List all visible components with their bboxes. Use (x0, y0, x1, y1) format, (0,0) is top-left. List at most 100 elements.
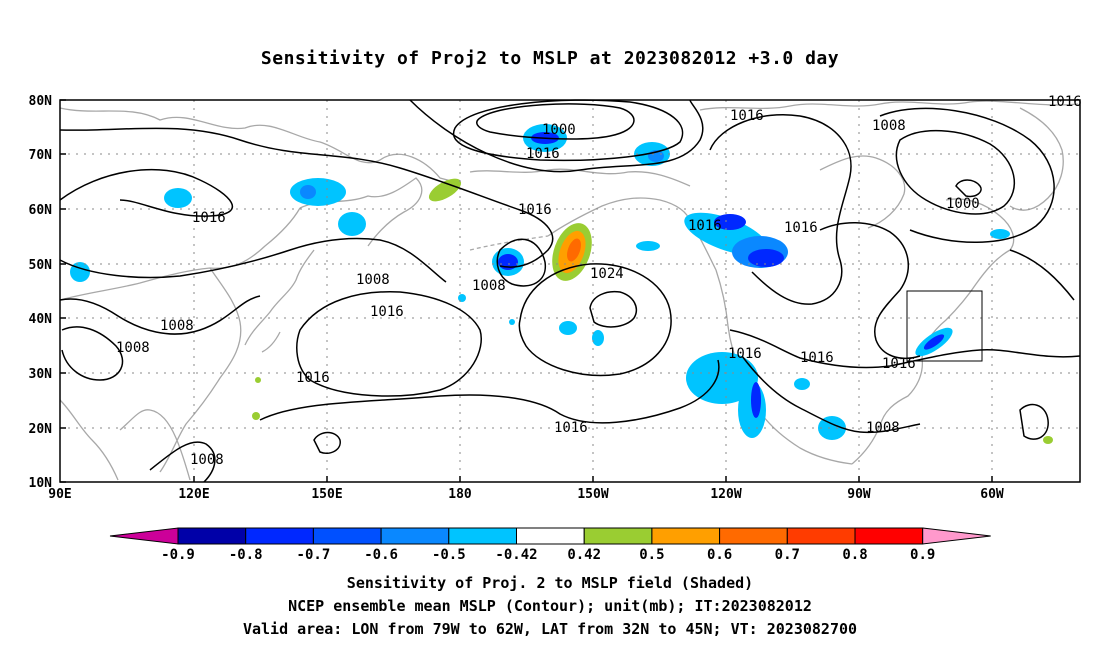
shade-patch (164, 188, 192, 208)
lon-label: 90E (48, 487, 71, 502)
lon-label: 180 (448, 487, 472, 502)
colorbar-label: 0.42 (567, 547, 601, 563)
contour-label: 1016 (800, 350, 834, 366)
axis-ticks (60, 99, 993, 483)
colorbar-box (719, 527, 788, 545)
colorbar-high-triangle (922, 527, 991, 545)
contour-line (476, 103, 635, 140)
contour-line (59, 237, 447, 283)
contour-line (1009, 249, 1075, 301)
contour-line (452, 99, 684, 162)
contour-label: 1008 (356, 272, 390, 288)
coastline-south-asia (59, 399, 191, 481)
coastline-canada (699, 100, 1079, 251)
contour-label: 1016 (730, 108, 764, 124)
contour-line (709, 114, 852, 305)
coastline-alaska (469, 168, 691, 237)
contour-line (313, 431, 341, 454)
contour-line (729, 329, 1081, 369)
coastline-kamchatka (299, 177, 423, 247)
shade-patch (338, 212, 366, 236)
contour-label: 1000 (946, 196, 980, 212)
shade-patch (592, 330, 604, 346)
contour-line (259, 359, 720, 424)
shade-patch (636, 241, 660, 251)
caption-contour: NCEP ensemble mean MSLP (Contour); unit(… (288, 597, 812, 615)
shade-patch (714, 214, 746, 230)
contour-line (518, 263, 672, 377)
shade-patch (255, 377, 261, 383)
colorbar-label: 0.7 (775, 547, 800, 563)
contour-label: 1008 (872, 118, 906, 134)
contour-line (59, 295, 261, 335)
contour-line (61, 326, 124, 381)
shade-patch (509, 319, 515, 325)
shade-patch (300, 185, 316, 199)
longitude-labels: 90E 120E 150E 180 150W 120W 90W 60W (48, 487, 1004, 502)
lat-label: 20N (29, 422, 53, 437)
contour-line (879, 107, 1055, 243)
coastlines (59, 100, 1079, 481)
map-frame (59, 99, 1081, 483)
shade-patch (559, 321, 577, 335)
lon-label: 150W (577, 487, 608, 502)
contour-label: 1016 (192, 210, 226, 226)
colorbar-box (245, 527, 314, 545)
contour-label: 1016 (784, 220, 818, 236)
colorbar-label: -0.7 (297, 547, 331, 563)
contour-line (296, 291, 482, 397)
lat-label: 50N (29, 258, 53, 273)
shade-patch (990, 229, 1010, 239)
coastline-eurasia-north (59, 107, 456, 183)
colorbar-box (651, 527, 721, 545)
contour-line (496, 238, 546, 287)
contour-label: 1016 (296, 370, 330, 386)
shade-patch (686, 352, 758, 404)
contour-line (59, 127, 554, 268)
colorbar-label: 0.5 (639, 547, 664, 563)
colorbar-label: 0.6 (707, 547, 732, 563)
lon-label: 60W (980, 487, 1004, 502)
latitude-labels: 80N 70N 60N 50N 40N 30N 20N 10N (29, 94, 53, 491)
contour-label: 1016 (728, 346, 762, 362)
colorbar-box (448, 527, 517, 545)
colorbar-label: -0.6 (364, 547, 398, 563)
caption-shading: Sensitivity of Proj. 2 to MSLP field (Sh… (346, 574, 754, 592)
contour-line (955, 179, 982, 198)
contour-label: 1016 (370, 304, 404, 320)
lat-label: 40N (29, 312, 53, 327)
colorbar-box (786, 527, 856, 545)
lon-label: 150E (311, 487, 342, 502)
colorbar-labels: -0.9 -0.8 -0.7 -0.6 -0.5 -0.42 0.42 0.5 0.6 0.7 0.… (161, 547, 935, 563)
contour-line (59, 168, 233, 217)
shade-patch (794, 378, 810, 390)
lat-label: 70N (29, 148, 53, 163)
colorbar-box (177, 527, 247, 545)
colorbar-label: -0.9 (161, 547, 195, 563)
contour-label: 1016 (1048, 94, 1082, 110)
contour-line (819, 222, 921, 360)
lon-label: 90W (847, 487, 871, 502)
colorbar-box (312, 527, 382, 545)
colorbar-box (516, 527, 585, 545)
shade-patch (252, 412, 260, 420)
shade-patch (1043, 436, 1053, 444)
contour-label: 1016 (554, 420, 588, 436)
coastline-aleutians (469, 235, 549, 251)
shade-patch (290, 178, 346, 206)
contour-label: 1024 (590, 266, 624, 282)
shade-patch (428, 178, 462, 202)
contour-label: 1016 (688, 218, 722, 234)
graticule (60, 100, 1080, 482)
colorbar-box (854, 527, 924, 545)
contour-line (895, 130, 1016, 215)
contour-line (589, 290, 638, 328)
shade-patch (923, 334, 945, 350)
contour-label: 1008 (160, 318, 194, 334)
mslp-contours (59, 99, 1081, 483)
shade-patch (567, 238, 581, 262)
shade-patch (751, 382, 761, 418)
colorbar-label: 0.9 (910, 547, 935, 563)
